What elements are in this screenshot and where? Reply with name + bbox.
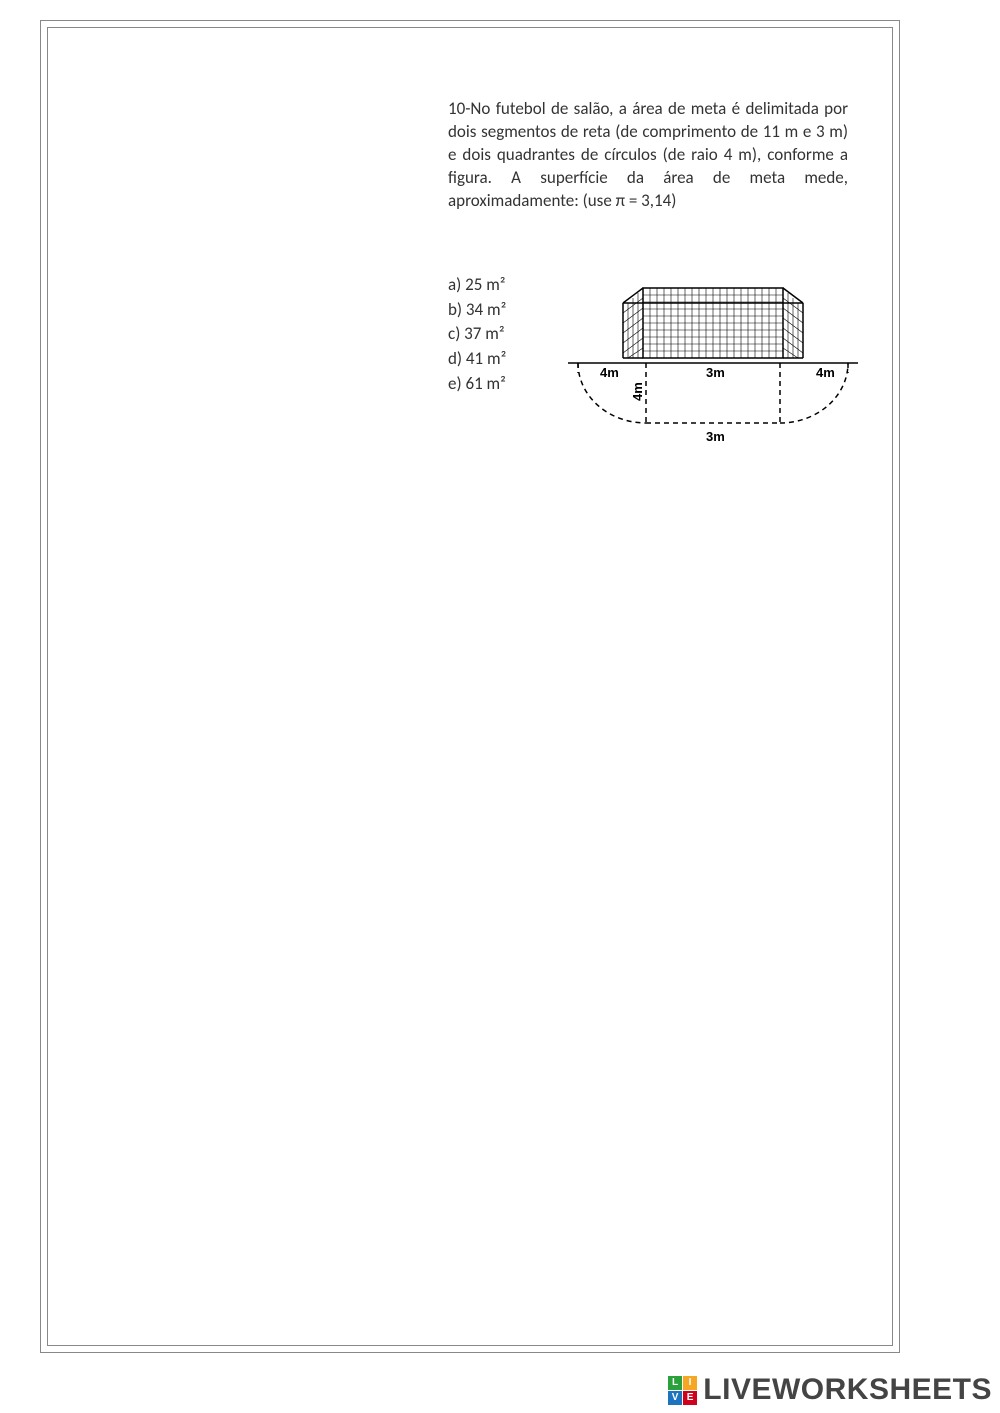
option-e[interactable]: e) 61 m² [448,372,506,397]
option-c[interactable]: c) 37 m² [448,322,506,347]
label-radius-4m: 4m [630,382,645,401]
liveworksheets-watermark: L I V E LIVEWORKSHEETS [668,1373,992,1407]
goal-area-figure: 4m 3m 4m 4m 3m [568,273,858,443]
answer-options: a) 25 m² b) 34 m² c) 37 m² d) 41 m² e) 6… [448,273,506,396]
label-bottom-3m: 3m [706,429,725,444]
label-mid-3m: 3m [706,365,725,380]
page-inner-border: 10-No futebol de salão, a área de meta é… [47,27,893,1346]
option-b[interactable]: b) 34 m² [448,298,506,323]
option-d[interactable]: d) 41 m² [448,347,506,372]
label-left-4m: 4m [600,365,619,380]
watermark-badge-icon: L I V E [668,1376,697,1405]
option-a[interactable]: a) 25 m² [448,273,506,298]
label-right-4m: 4m [816,365,835,380]
watermark-text: LIVEWORKSHEETS [703,1373,992,1407]
page-outer-border: 10-No futebol de salão, a área de meta é… [40,20,900,1353]
question-text: 10-No futebol de salão, a área de meta é… [448,98,848,213]
